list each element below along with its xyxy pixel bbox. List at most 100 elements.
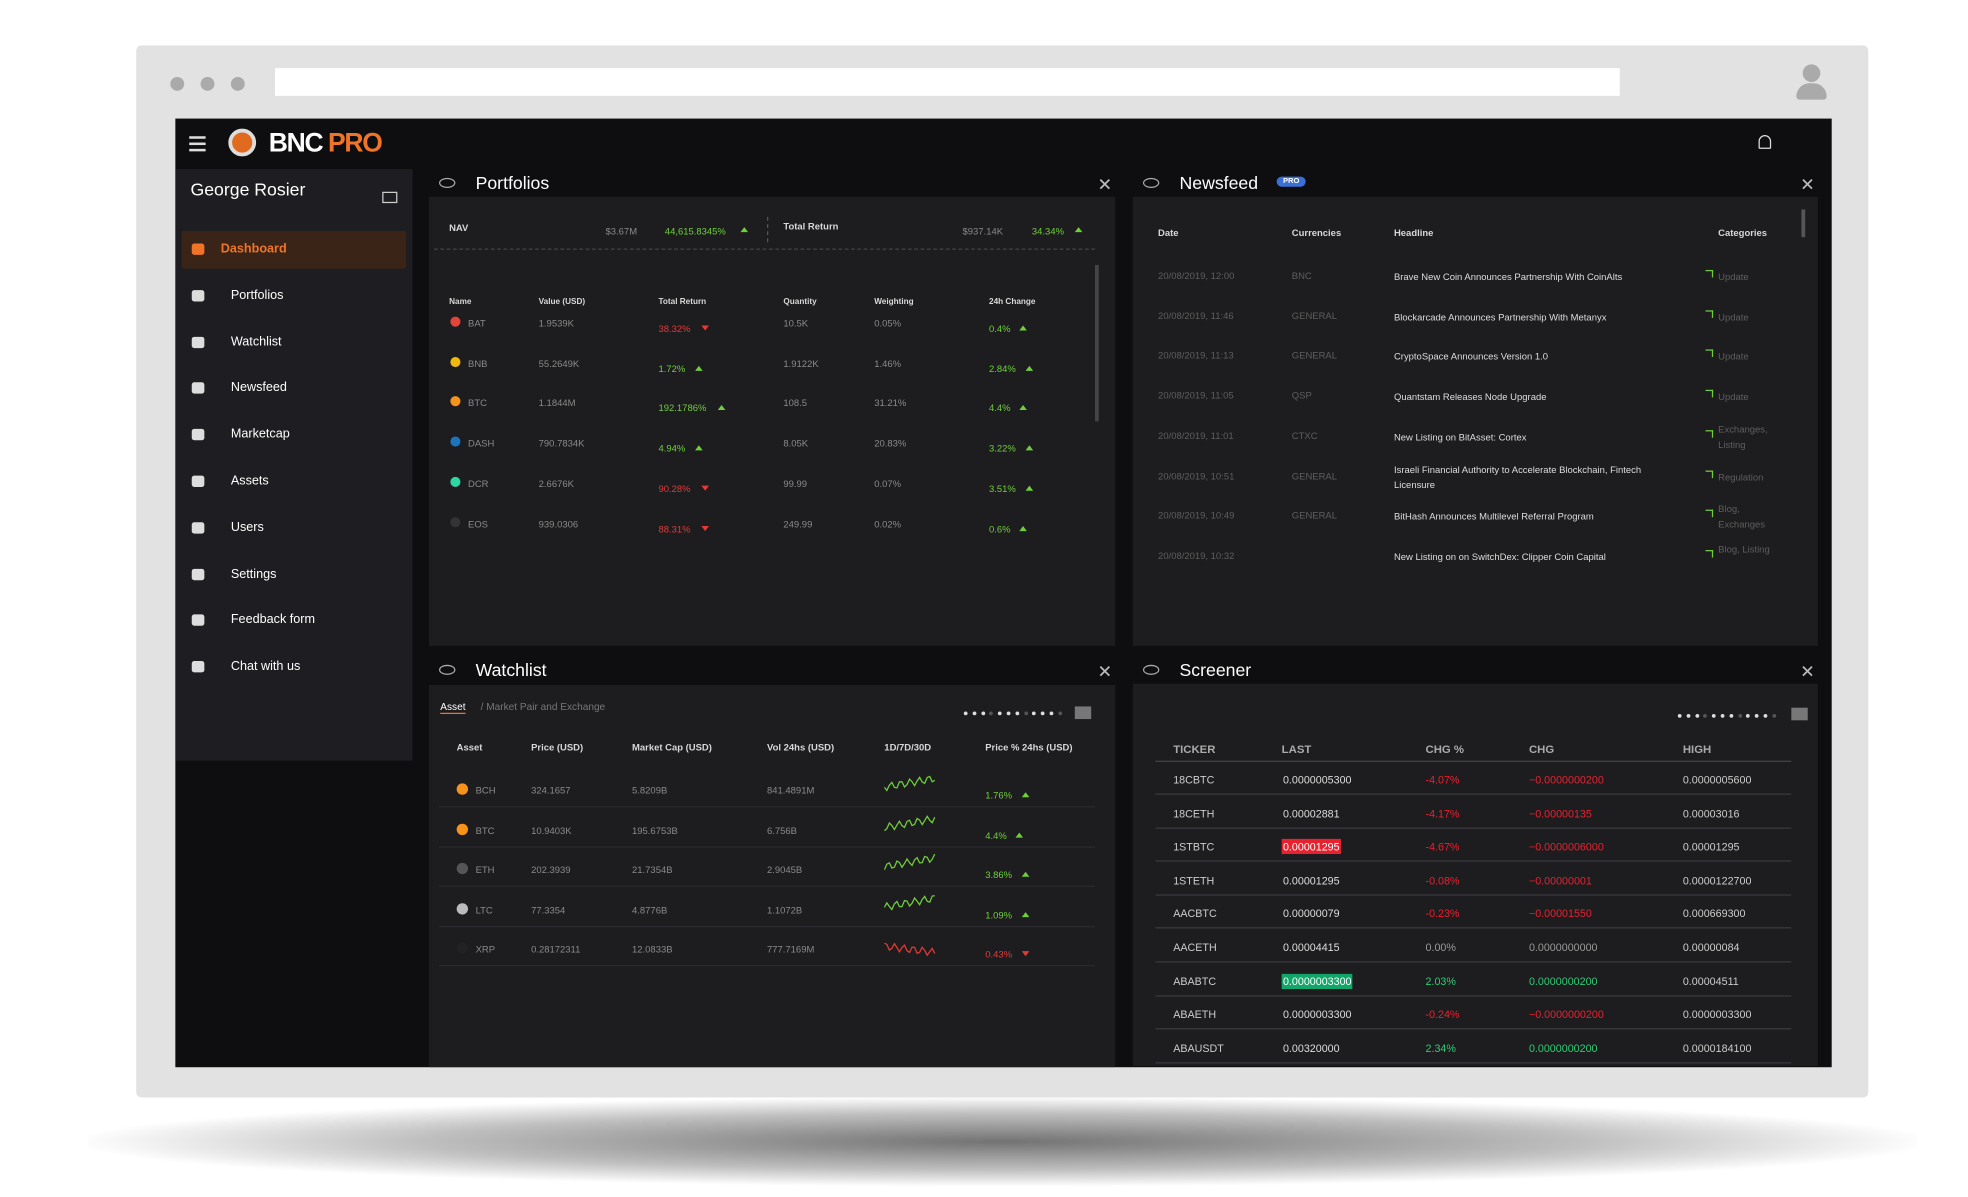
close-button[interactable]: ✕ [1097,661,1113,682]
pager-dot[interactable] [1729,714,1734,718]
close-button[interactable]: ✕ [1800,661,1815,682]
pager-dot[interactable] [1058,711,1062,716]
news-category[interactable]: Blog, Listing [1718,543,1770,555]
avatar-head[interactable] [1802,64,1821,82]
pager-dot[interactable] [1712,714,1716,718]
asset-name: BTC [475,824,495,836]
ticker[interactable]: ABABTC [1173,974,1217,988]
close-button[interactable]: ✕ [1097,174,1113,195]
ticker[interactable]: 1STBTC [1173,840,1215,854]
menu-item[interactable]: Portfolios [182,277,407,315]
eye-icon[interactable] [439,177,456,188]
pager-dot[interactable] [1686,714,1691,718]
pager-dot[interactable] [1772,714,1776,718]
pager-dot[interactable] [1754,714,1759,718]
ticker[interactable]: 18CETH [1173,806,1215,820]
ticker[interactable]: 1STETH [1173,873,1215,887]
ticker[interactable]: ABAETH [1173,1008,1217,1021]
menu-item[interactable]: Newsfeed [182,370,407,408]
news-category[interactable]: Regulation [1718,471,1764,483]
news-headline[interactable]: Quantstam Releases Node Upgrade [1393,391,1547,403]
menu-item[interactable]: Chat with us [182,649,407,687]
news-headline[interactable]: Blockarcade Announces Partnership With M… [1393,311,1607,323]
news-category[interactable]: Blog, Exchanges [1718,503,1765,531]
close-button[interactable]: ✕ [1800,174,1815,195]
weighting: 0.05% [874,317,902,330]
pager-dot[interactable] [1746,714,1751,718]
menu-item[interactable]: Feedback form [182,602,407,640]
news-headline[interactable]: New Listing on BitAsset: Cortex [1393,431,1527,443]
market-cap: 5.8209B [632,784,668,797]
news-headline[interactable]: New Listing on on SwitchDex: Clipper Coi… [1393,551,1606,563]
column-header: 24h Change [989,297,1036,307]
news-headline[interactable]: CryptoSpace Announces Version 1.0 [1393,351,1549,363]
volume: 777.7169M [766,944,815,956]
pager-dot[interactable] [1703,714,1708,718]
menu-item[interactable]: Watchlist [182,324,407,362]
eye-icon[interactable] [1142,664,1160,675]
high: 0.00000084 [1682,941,1740,954]
menu-item[interactable]: Dashboard [181,230,407,269]
arrow-up [1019,325,1028,331]
eye-icon[interactable] [1142,177,1160,188]
news-category[interactable]: Exchanges, Listing [1718,423,1768,451]
pager-dot[interactable] [998,711,1002,716]
pager-dot[interactable] [980,711,985,716]
pager-dot[interactable] [1720,714,1725,718]
category-icon [1705,349,1714,358]
news-category[interactable]: Update [1718,271,1749,283]
menu-icon-bar[interactable] [189,142,206,146]
news-headline[interactable]: Brave New Coin Announces Partnership Wit… [1393,271,1623,283]
bell-icon[interactable] [1758,134,1772,149]
pager-dot[interactable] [1032,711,1037,716]
high: 0.0000005600 [1682,773,1752,786]
news-headline[interactable]: BitHash Announces Multilevel Referral Pr… [1393,511,1594,523]
scrollbar[interactable] [1801,209,1806,238]
news-headline[interactable]: Israeli Financial Authority to Accelerat… [1393,463,1642,491]
pager-dot[interactable] [1023,711,1028,716]
last: 0.00320000 [1282,1041,1340,1055]
row-divider [1155,927,1792,929]
pager-dot[interactable] [1677,714,1682,718]
category-icon [1705,549,1714,558]
news-category[interactable]: Update [1718,311,1749,323]
tab[interactable]: / Market Pair and Exchange [480,701,606,713]
ticker[interactable]: AACETH [1173,941,1217,954]
pager-dot[interactable] [1737,714,1742,718]
summary-value: $937.14K [962,225,1004,238]
ticker[interactable]: 18CBTC [1173,773,1215,786]
pager-dot[interactable] [1049,711,1054,716]
price: 77.3354 [531,904,566,916]
pager-dot[interactable] [1015,711,1020,716]
tab-active[interactable]: Asset [440,701,466,715]
pager-dot[interactable] [989,711,994,716]
news-category[interactable]: Update [1718,351,1749,363]
menu-item[interactable]: Settings [182,556,407,594]
news-category[interactable]: Update [1718,391,1749,403]
pager-button[interactable] [1074,706,1092,720]
menu-item[interactable]: Marketcap [182,417,407,455]
pager-dot[interactable] [1040,711,1045,716]
pager-dot[interactable] [1694,714,1699,718]
weighting: 20.83% [874,437,907,450]
url-bar[interactable] [275,68,1620,96]
column-header: Currencies [1291,227,1342,239]
header-divider [1155,760,1792,762]
ticker[interactable]: AACBTC [1173,907,1217,921]
menu-item[interactable]: Users [182,509,407,547]
pager-dot[interactable] [963,711,968,716]
pager-button[interactable] [1791,707,1808,721]
menu-icon-bar[interactable] [189,148,206,152]
pager-dot[interactable] [972,711,977,716]
row-divider [1155,1028,1792,1030]
pager-dot[interactable] [1006,711,1011,716]
profile-card-icon[interactable] [382,191,398,204]
ticker[interactable]: ABAUSDT [1173,1041,1224,1055]
menu-icon-bar[interactable] [189,136,206,139]
sparkline [883,814,937,839]
menu-item[interactable]: Assets [182,463,407,501]
eye-icon[interactable] [439,664,456,675]
scrollbar[interactable] [1094,264,1099,422]
asset-icon [456,863,469,875]
pager-dot[interactable] [1763,714,1768,718]
